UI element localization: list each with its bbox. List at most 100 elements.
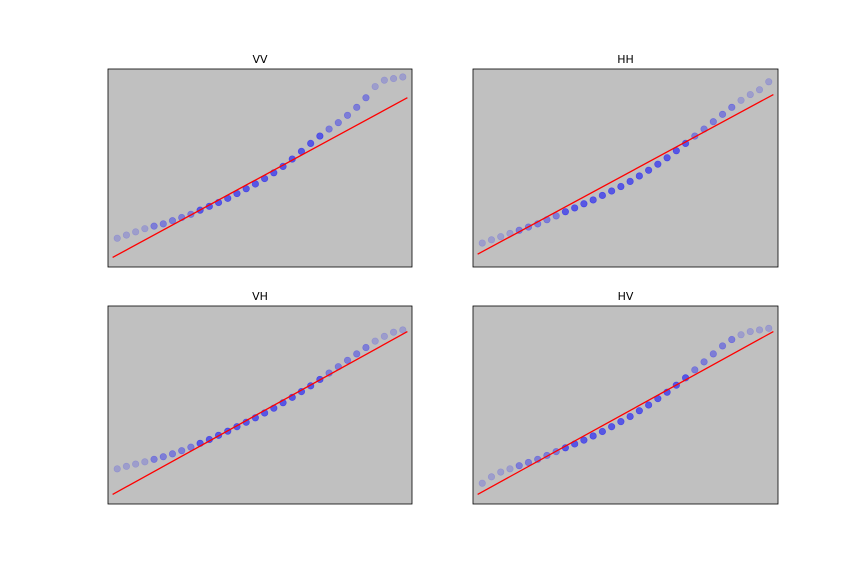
qq-point [663,154,671,162]
qq-point [362,343,370,352]
plot-area [477,78,774,255]
reference-line [477,330,774,495]
qq-point [626,177,634,186]
qq-point [709,350,717,358]
qq-point [487,236,496,244]
qq-point [626,412,634,421]
panel-hv: HV [472,290,779,505]
qq-point [608,187,616,195]
qq-point [122,231,131,239]
qq-point [371,337,379,345]
qq-point [506,465,514,473]
qq-point [635,172,643,180]
axes-background [108,306,412,504]
qq-point [755,326,764,334]
qq-point [608,423,616,431]
qq-point [478,479,486,487]
qq-point [362,94,370,102]
axes-frame [472,305,779,505]
qq-point [159,453,167,461]
qq-point [371,82,379,91]
panel-vv: VV [107,53,413,268]
qq-point [589,196,597,204]
qq-point [580,200,588,208]
qq-point [399,326,407,334]
qq-point [487,473,496,481]
qq-point [598,427,606,436]
qq-point [316,132,324,140]
qq-point [654,160,662,168]
qq-point [353,350,361,358]
qq-point [132,228,140,236]
qq-point [728,335,736,344]
plot-area [112,73,408,258]
qq-point [343,356,352,364]
axes-background [473,69,778,267]
plot-area [112,326,408,495]
reference-line [112,330,408,495]
qq-point [497,468,505,476]
qq-point [765,324,773,332]
qq-point [589,432,597,440]
qq-point [635,407,643,415]
qq-point [334,119,342,127]
qq-point [718,342,727,350]
qq-point [113,234,121,242]
qq-point [168,450,177,458]
qq-point [307,139,315,148]
panel-vh: VH [107,290,413,505]
qq-point [709,118,717,126]
panel-title-hh: HH [617,53,634,66]
qq-point [478,239,486,247]
qq-point [598,191,606,200]
qq-point [389,74,398,83]
qq-point [700,358,708,366]
qq-point [159,220,167,228]
panel-title-vh: VH [252,290,268,303]
qq-point [150,222,158,230]
panel-hh: HH [472,53,779,268]
qq-point [515,462,523,470]
axes-background [473,306,778,504]
axes-background [108,69,412,267]
qq-point [765,78,773,86]
qq-point [141,458,149,466]
qq-point [746,90,754,99]
qq-point [150,455,158,463]
qq-point [132,460,140,468]
qq-point [497,233,505,241]
plot-area [477,324,774,495]
qq-point [571,204,579,212]
qq-point [389,328,398,336]
qq-point [645,166,653,174]
reference-line [477,93,774,255]
qq-point [561,208,570,216]
qq-point [737,331,745,339]
qq-point [168,217,177,225]
axes-frame [107,68,413,268]
axes-frame [107,305,413,505]
qq-point [746,327,754,336]
qq-point [691,366,699,374]
qq-point [552,212,560,220]
qq-point [645,401,653,409]
qq-point [113,465,121,473]
qq-point [617,182,625,191]
qq-point [728,103,736,111]
qq-point [343,111,352,119]
qq-point [718,110,727,118]
qq-point [580,436,588,444]
qq-point [380,332,388,340]
qq-point [122,462,131,470]
qq-point [399,73,407,81]
qq-point [755,86,764,94]
panel-title-hv: HV [618,290,634,303]
qq-point [617,418,625,426]
qq-point [737,96,745,104]
panel-title-vv: VV [252,53,268,66]
qq-point [178,447,186,455]
qq-point [325,125,333,133]
axes-frame [472,68,779,268]
qq-point [380,76,388,84]
